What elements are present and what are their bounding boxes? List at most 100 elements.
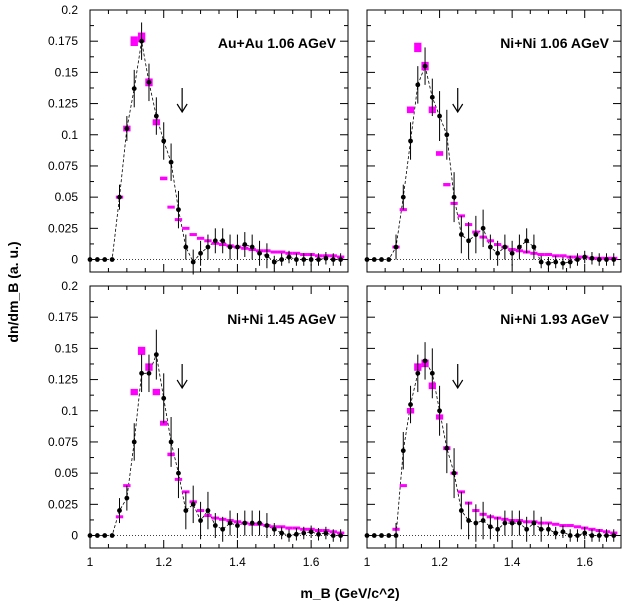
x-tick-label: 1.6 bbox=[303, 555, 320, 569]
data-point bbox=[146, 79, 152, 85]
model-bin bbox=[130, 36, 138, 47]
y-tick-label: 0.15 bbox=[55, 341, 79, 355]
model-bin bbox=[182, 226, 190, 230]
model-bin bbox=[196, 236, 205, 240]
data-point bbox=[538, 259, 544, 265]
data-point bbox=[466, 518, 471, 523]
data-point bbox=[124, 126, 130, 131]
data-point bbox=[415, 370, 421, 376]
data-point bbox=[308, 257, 314, 262]
data-point bbox=[139, 38, 145, 44]
data-point bbox=[560, 260, 566, 266]
data-point bbox=[546, 260, 551, 266]
data-point bbox=[495, 250, 501, 256]
model-bin bbox=[566, 524, 574, 528]
data-point bbox=[553, 530, 559, 536]
data-point bbox=[183, 244, 189, 250]
model-bin bbox=[130, 388, 138, 396]
data-point bbox=[509, 520, 515, 526]
data-point bbox=[94, 257, 100, 262]
data-point bbox=[242, 242, 248, 247]
data-point bbox=[249, 244, 255, 250]
data-point bbox=[87, 533, 93, 538]
data-point bbox=[495, 526, 501, 532]
data-point bbox=[153, 352, 159, 358]
data-point bbox=[227, 520, 233, 526]
data-point bbox=[422, 63, 428, 69]
data-point bbox=[408, 402, 413, 407]
model-bin bbox=[552, 522, 560, 526]
data-point bbox=[212, 523, 218, 528]
data-point bbox=[596, 257, 602, 262]
data-point bbox=[139, 370, 145, 376]
model-bin bbox=[137, 346, 146, 355]
data-point bbox=[102, 533, 108, 538]
data-point bbox=[538, 526, 544, 532]
data-point bbox=[190, 501, 196, 507]
x-axis-label: m_B (GeV/c^2) bbox=[300, 585, 399, 601]
data-point bbox=[415, 82, 421, 88]
y-tick-label: 0.1 bbox=[61, 128, 78, 142]
data-point bbox=[582, 254, 588, 260]
data-point bbox=[205, 244, 211, 250]
panel-2: Ni+Ni 1.06 AGeV bbox=[364, 9, 622, 273]
model-bin bbox=[537, 253, 545, 257]
data-point bbox=[531, 520, 537, 526]
arrow-head bbox=[452, 379, 464, 390]
x-tick-label: 1.2 bbox=[431, 555, 448, 569]
data-point bbox=[161, 395, 167, 401]
data-point bbox=[271, 259, 277, 265]
data-point bbox=[393, 244, 399, 250]
data-point bbox=[323, 530, 329, 536]
data-point bbox=[308, 529, 314, 535]
y-tick-label: 0.075 bbox=[48, 435, 78, 449]
data-point bbox=[330, 533, 336, 538]
data-point bbox=[117, 194, 122, 200]
data-point bbox=[227, 244, 233, 250]
data-point bbox=[109, 533, 115, 538]
model-bin bbox=[160, 176, 168, 181]
y-tick-label: 0 bbox=[71, 253, 78, 267]
data-point bbox=[408, 138, 413, 144]
data-point bbox=[546, 526, 551, 532]
data-point bbox=[294, 257, 299, 262]
model-bin bbox=[167, 205, 175, 209]
arrow-head bbox=[176, 103, 188, 114]
data-point bbox=[102, 257, 108, 262]
data-point bbox=[330, 257, 336, 262]
data-point bbox=[393, 533, 399, 538]
data-point bbox=[473, 232, 479, 237]
data-point bbox=[531, 244, 537, 250]
data-point bbox=[487, 244, 493, 250]
data-point bbox=[400, 448, 406, 454]
arrow-head bbox=[176, 379, 188, 390]
data-point bbox=[553, 259, 559, 265]
data-point bbox=[611, 257, 617, 262]
data-point bbox=[131, 86, 137, 91]
data-point bbox=[109, 257, 115, 262]
panel-label: Ni+Ni 1.06 AGeV bbox=[500, 35, 609, 51]
y-tick-label: 0.025 bbox=[48, 497, 78, 511]
data-point bbox=[235, 244, 240, 250]
panel-3: 0 0.025 0.05 0.075 0.1 0.125 0.15 0.175 0.2 1 1.2 1… bbox=[48, 279, 349, 569]
model-bin bbox=[270, 250, 278, 254]
y-tick-label: 0.075 bbox=[48, 159, 78, 173]
data-point bbox=[279, 530, 285, 536]
y-tick-label: 0.05 bbox=[55, 190, 79, 204]
model-bin bbox=[406, 106, 415, 114]
data-point bbox=[567, 259, 573, 265]
y-tick-label: 0.175 bbox=[48, 310, 78, 324]
data-point bbox=[517, 244, 522, 250]
data-point bbox=[242, 520, 248, 526]
data-point bbox=[437, 113, 442, 119]
x-tick-label: 1.4 bbox=[504, 555, 521, 569]
data-point bbox=[124, 495, 130, 501]
data-point bbox=[198, 250, 203, 256]
x-tick-label: 1 bbox=[364, 555, 371, 569]
data-point bbox=[301, 257, 307, 262]
data-point bbox=[596, 533, 602, 538]
data-line bbox=[367, 64, 614, 264]
data-point bbox=[589, 533, 595, 538]
data-point bbox=[316, 531, 321, 537]
